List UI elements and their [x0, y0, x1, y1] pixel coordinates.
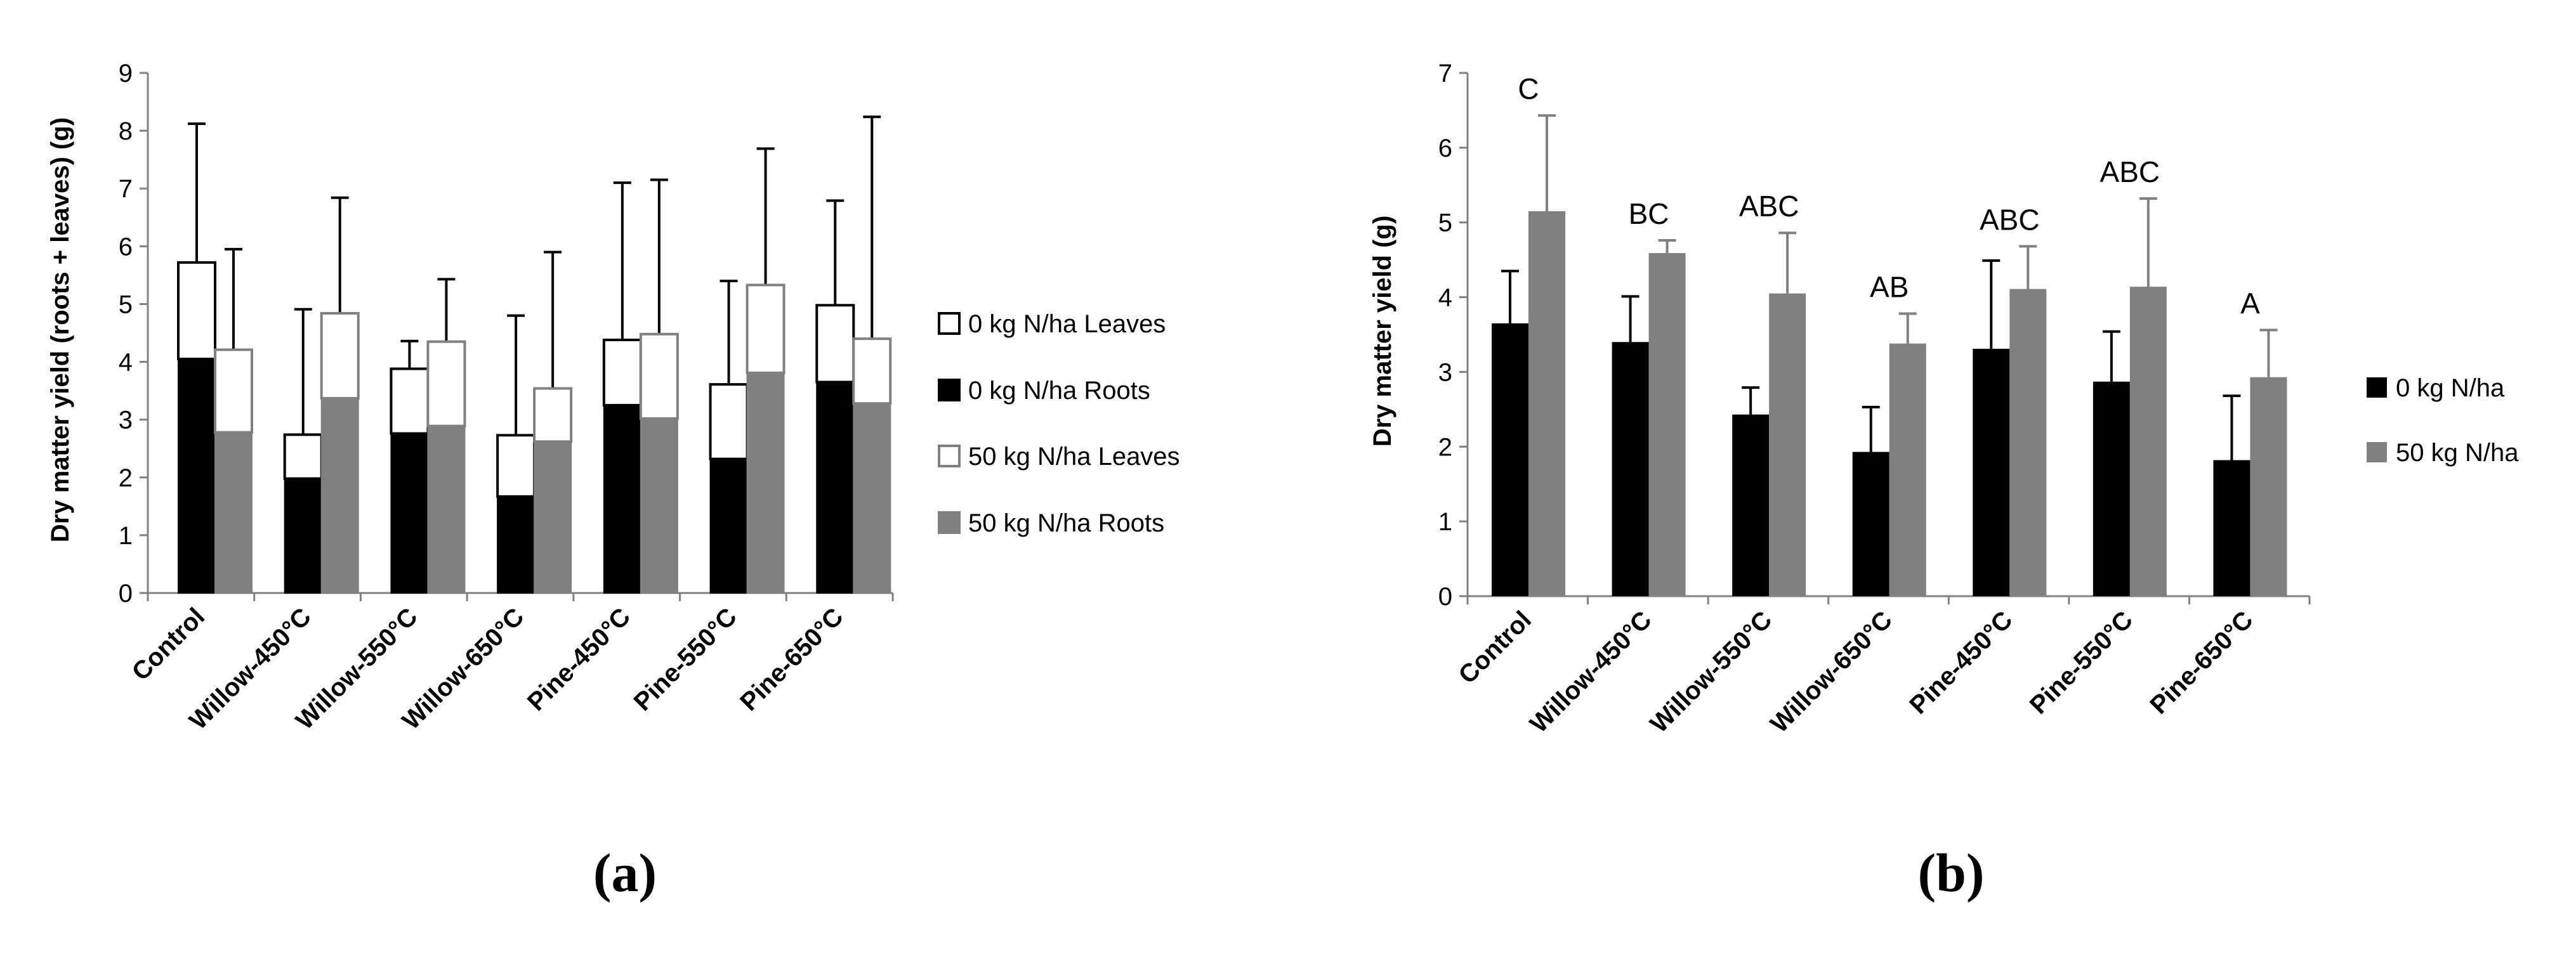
- chart-b-bar: [1612, 342, 1649, 596]
- chart-a-bar-roots: [534, 441, 572, 594]
- chart-b-x-tick-label: Willow-550°C: [1645, 606, 1778, 738]
- chart-b-significance-label: ABC: [1980, 203, 2040, 236]
- chart-a-legend-label: 50 kg N/ha Roots: [968, 509, 1164, 537]
- chart-a-y-tick-label: 3: [119, 407, 133, 434]
- chart-a-caption: (a): [593, 842, 657, 903]
- chart-b-bar: [2250, 377, 2287, 596]
- chart-b-significance-label: C: [1518, 72, 1539, 105]
- chart-a-bar-leaves: [177, 261, 216, 360]
- chart-a-x-tick-label: Pine-650°C: [735, 602, 848, 716]
- chart-a-bar-roots: [816, 381, 855, 594]
- chart-b-significance-label: AB: [1870, 271, 1909, 304]
- chart-a-y-tick-label: 6: [119, 233, 133, 261]
- chart-b-significance-label: BC: [1629, 197, 1669, 230]
- chart-b-y-tick-label: 1: [1438, 508, 1452, 536]
- chart-b-y-tick-label: 5: [1438, 209, 1452, 237]
- chart-a-bar-roots: [320, 397, 359, 594]
- chart-a-y-tick-label: 1: [119, 522, 133, 550]
- chart-b-bar: [2129, 287, 2167, 596]
- chart-b-significance-label: ABC: [1739, 190, 1799, 223]
- chart-a-bar-roots: [746, 372, 785, 594]
- chart-a-x-tick-label: Pine-450°C: [522, 602, 636, 716]
- chart-a-bar-roots: [178, 358, 216, 594]
- chart-a-bar-leaves: [815, 304, 855, 384]
- chart-b-legend-swatch: [2367, 442, 2387, 462]
- chart-b-y-tick-label: 0: [1438, 583, 1452, 611]
- chart-a-bar-roots: [709, 458, 748, 594]
- chart-a-y-axis-label: Dry matter yield (roots + leaves) (g): [46, 117, 74, 542]
- chart-a-y-tick-label: 9: [119, 60, 133, 88]
- chart-b-y-tick-label: 7: [1438, 60, 1452, 88]
- chart-b-bar: [2009, 289, 2047, 596]
- chart-a-bar-roots: [853, 403, 891, 594]
- chart-b-bar: [1889, 343, 1926, 596]
- chart-a-y-tick-label: 0: [119, 580, 133, 608]
- chart-a-y-tick-label: 5: [119, 290, 133, 318]
- chart-a-y-tick-label: 7: [119, 175, 133, 203]
- chart-a-legend-label: 50 kg N/ha Leaves: [968, 443, 1180, 471]
- chart-a-bar-roots: [284, 478, 322, 594]
- chart-a-bar-roots: [603, 404, 641, 594]
- chart-a-x-tick-label: Control: [127, 602, 211, 686]
- chart-a-y-tick-label: 8: [119, 117, 133, 145]
- chart-a-bar-leaves: [746, 283, 785, 374]
- chart-a-bar-leaves: [390, 367, 430, 435]
- chart-b-y-tick-label: 3: [1438, 358, 1452, 386]
- chart-b-bar: [1769, 293, 1806, 596]
- chart-b-y-tick-label: 4: [1438, 284, 1452, 312]
- chart-b-x-tick-label: Pine-450°C: [1904, 606, 2018, 719]
- chart-a-bar-roots: [497, 495, 536, 594]
- chart-a-bar-roots: [214, 431, 253, 594]
- chart-a-bar-leaves: [709, 383, 749, 460]
- chart-a-legend-swatch: [938, 379, 961, 401]
- chart-a-bar-leaves: [283, 433, 323, 480]
- chart-b-significance-label: ABC: [2100, 155, 2160, 188]
- chart-b-x-tick-label: Willow-650°C: [1765, 606, 1898, 738]
- chart-b-x-tick-label: Control: [1453, 606, 1537, 689]
- chart-a-legend-label: 0 kg N/ha Roots: [968, 377, 1150, 405]
- chart-a: Dry matter yield (roots + leaves) (g) (a…: [46, 60, 1180, 903]
- chart-a-legend-swatch: [938, 312, 961, 335]
- chart-b-x-tick-label: Willow-450°C: [1525, 606, 1657, 738]
- chart-b-y-axis-label: Dry matter yield (g): [1369, 216, 1396, 447]
- chart-b-legend-swatch: [2367, 377, 2387, 398]
- chart-b-bar: [1528, 211, 1565, 596]
- chart-a-bar-leaves: [214, 348, 253, 434]
- chart-a-bar-leaves: [496, 434, 536, 498]
- chart-a-x-tick-label: Pine-550°C: [629, 602, 742, 716]
- chart-b-bar: [1648, 253, 1686, 596]
- chart-a-y-tick-label: 4: [119, 349, 133, 377]
- chart-b-bar: [1852, 452, 1889, 596]
- chart-a-bar-leaves: [639, 332, 679, 420]
- chart-a-bar-leaves: [426, 340, 466, 427]
- chart-b-y-tick-label: 2: [1438, 433, 1452, 461]
- chart-b-caption: (b): [1917, 842, 1984, 903]
- chart-a-bar-roots: [427, 425, 466, 594]
- chart-b-significance-label: A: [2240, 287, 2260, 320]
- chart-a-bar-leaves: [320, 312, 360, 400]
- chart-a-legend-swatch: [938, 445, 961, 467]
- chart-a-legend-label: 0 kg N/ha Leaves: [968, 310, 1166, 338]
- chart-a-legend-swatch: [938, 511, 961, 534]
- chart-a-bar-leaves: [602, 338, 642, 407]
- chart-b-bar: [1732, 414, 1770, 596]
- chart-b-y-tick-label: 6: [1438, 134, 1452, 162]
- chart-a-bar-roots: [640, 417, 678, 594]
- chart-b-legend-label: 50 kg N/ha: [2396, 439, 2519, 467]
- chart-b-legend-label: 0 kg N/ha: [2396, 374, 2505, 402]
- chart-b-bar: [2213, 460, 2251, 596]
- chart-b-bar: [1973, 348, 2010, 596]
- chart-b-bar: [2093, 381, 2130, 596]
- chart-a-bar-leaves: [852, 337, 892, 405]
- chart-a-y-tick-label: 2: [119, 464, 133, 492]
- chart-a-bar-roots: [390, 433, 429, 594]
- chart-b: Dry matter yield (g) (b) 0 1 2 3 4 5 6 7 Control…: [1369, 60, 2519, 903]
- chart-a-bar-leaves: [533, 387, 573, 443]
- chart-b-x-tick-label: Pine-650°C: [2145, 606, 2258, 719]
- chart-b-x-tick-label: Pine-550°C: [2025, 606, 2138, 719]
- chart-b-bar: [1492, 323, 1528, 596]
